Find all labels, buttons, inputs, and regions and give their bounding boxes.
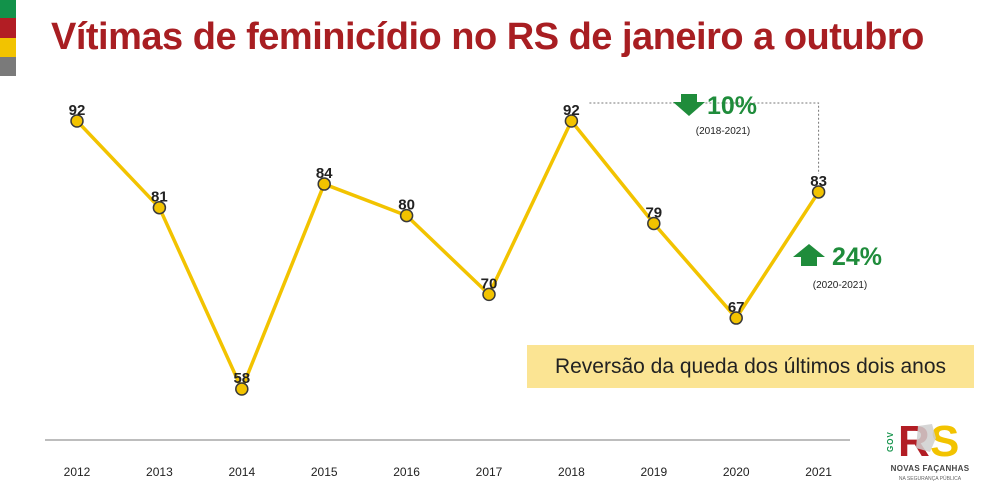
annotation-period-decrease: (2018-2021) <box>696 126 750 137</box>
data-point <box>70 114 84 128</box>
callout-text: Reversão da queda dos últimos dois anos <box>554 354 947 378</box>
x-tick-label: 2017 <box>476 465 503 479</box>
logo-gov-text: GOV <box>886 431 895 452</box>
data-point <box>152 200 167 215</box>
x-tick-label: 2016 <box>393 465 420 479</box>
x-tick-label: 2012 <box>64 465 91 479</box>
data-point <box>399 208 414 223</box>
x-tick-label: 2019 <box>640 465 667 479</box>
data-point <box>482 287 496 302</box>
x-tick-label: 2021 <box>805 465 832 479</box>
data-point <box>235 382 249 396</box>
data-label: 81 <box>151 189 168 206</box>
x-tick-label: 2018 <box>558 465 585 479</box>
logo-subtitle: NA SEGURANÇA PÚBLICA <box>898 476 962 482</box>
flag-stripe-yellow <box>0 38 16 57</box>
page-title: Vítimas de feminicídio no RS de janeiro … <box>51 16 924 58</box>
data-label: 58 <box>233 370 250 387</box>
logo-tagline: NOVAS FAÇANHAS <box>890 464 970 473</box>
data-label: 83 <box>810 173 827 190</box>
callout-box: Reversão da queda dos últimos dois anos <box>527 345 974 388</box>
x-tick-label: 2013 <box>146 465 173 479</box>
data-label: 92 <box>69 102 86 119</box>
down-arrow-icon <box>673 94 705 116</box>
annotation-percent-decrease: 10% <box>707 92 757 120</box>
x-tick-label: 2014 <box>228 465 255 479</box>
data-point <box>811 185 826 199</box>
data-label: 70 <box>481 275 498 292</box>
annotation-percent-increase: 24% <box>832 243 882 271</box>
x-tick-label: 2020 <box>723 465 750 479</box>
flag-stripe-green <box>0 0 16 18</box>
flag-stripe-red <box>0 18 16 38</box>
data-label: 67 <box>728 299 745 316</box>
x-tick-label: 2015 <box>311 465 338 479</box>
rs-logo-mark: R S <box>898 418 959 460</box>
rs-government-logo: GOV R S NOVAS FAÇANHAS NA SEGURANÇA PÚBL… <box>886 418 972 496</box>
up-arrow-icon <box>793 244 825 266</box>
data-label: 79 <box>645 204 662 221</box>
data-point <box>317 177 331 191</box>
annotation-period-increase: (2020-2021) <box>813 280 867 291</box>
data-label: 80 <box>398 197 415 214</box>
flag-stripe-gray <box>0 57 16 76</box>
data-point <box>564 114 579 128</box>
comparison-bracket <box>589 102 820 174</box>
series-line <box>75 119 821 391</box>
data-label: 92 <box>563 102 580 119</box>
data-point <box>729 311 743 325</box>
data-point <box>647 216 661 231</box>
data-label: 84 <box>316 165 333 182</box>
